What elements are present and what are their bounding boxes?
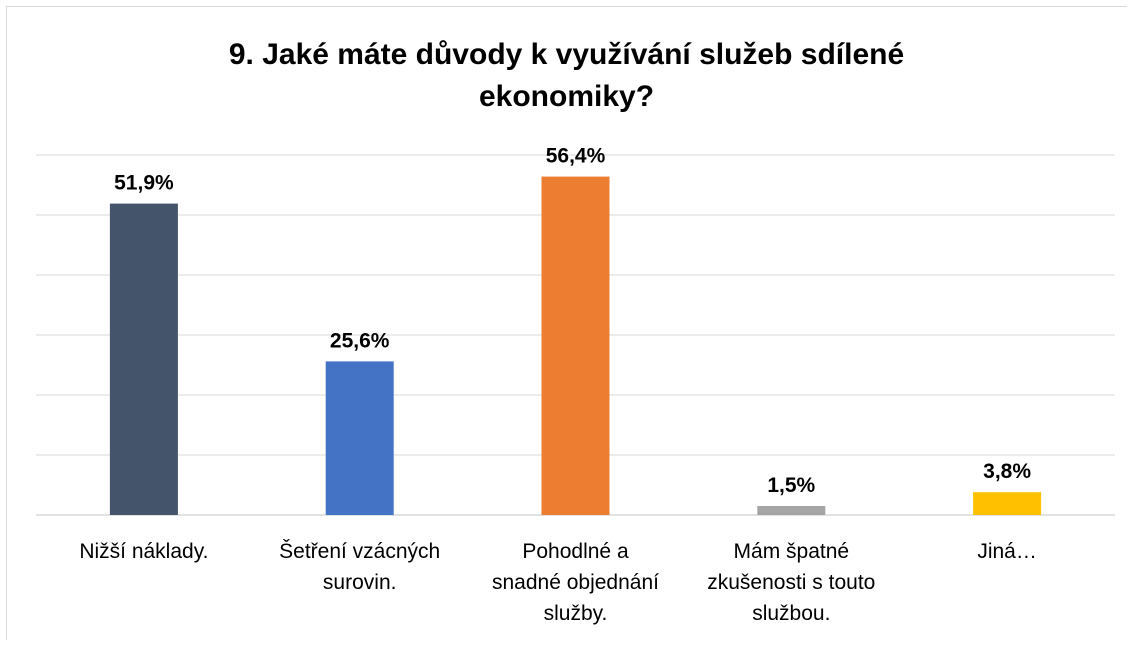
category-label-line: Jiná… xyxy=(977,540,1037,563)
category-label-line: surovin. xyxy=(323,571,397,594)
chart-title-line-2: ekonomiky? xyxy=(478,80,655,113)
bar xyxy=(325,361,394,515)
bar xyxy=(109,203,178,515)
category-label: Mám špatné zkušenosti s touto službou. xyxy=(707,540,875,625)
chart-title: 9. Jaké máte důvody k využívání služeb s… xyxy=(0,34,1133,118)
data-label: 25,6% xyxy=(330,329,390,352)
category-label-line: snadné objednání xyxy=(492,571,659,594)
category-label: Šetření vzácných surovin. xyxy=(279,540,440,594)
category-label-line: Šetření vzácných xyxy=(279,540,440,563)
data-label: 1,5% xyxy=(767,474,815,497)
data-label: 51,9% xyxy=(114,172,174,195)
data-label: 3,8% xyxy=(983,460,1031,483)
category-label-line: služby. xyxy=(544,602,608,625)
category-label: Jiná… xyxy=(977,540,1037,563)
category-label-line: Pohodlné a xyxy=(522,540,629,563)
category-label-line: Nižší náklady. xyxy=(79,540,208,563)
bar xyxy=(757,506,826,515)
category-labels: Nižší náklady. Šetření vzácných surovin. Po… xyxy=(79,540,1037,625)
bar xyxy=(973,492,1042,515)
category-label-line: zkušenosti s touto xyxy=(707,571,875,594)
chart-title-line-1: 9. Jaké máte důvody k využívání služeb s… xyxy=(228,38,905,71)
category-label-line: službou. xyxy=(752,602,830,625)
chart-frame xyxy=(6,6,1127,640)
category-label: Nižší náklady. xyxy=(79,540,208,563)
bars xyxy=(109,176,1042,515)
data-labels: 51,9% 25,6% 56,4% 1,5% 3,8% xyxy=(114,145,1031,497)
bar xyxy=(541,176,610,515)
category-label-line: Mám špatné xyxy=(734,540,850,563)
data-label: 56,4% xyxy=(546,145,606,168)
category-label: Pohodlné a snadné objednání služby. xyxy=(492,540,659,625)
